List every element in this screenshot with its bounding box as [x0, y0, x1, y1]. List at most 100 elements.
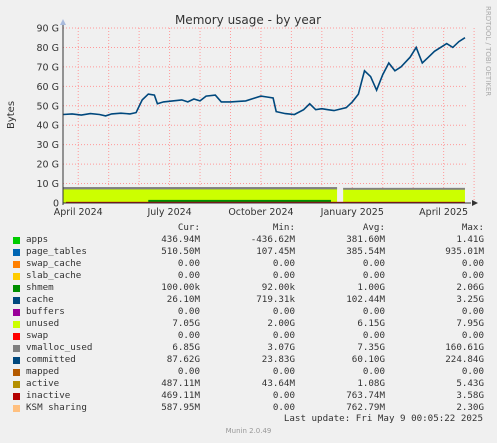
- legend-min: 0.00: [272, 390, 295, 401]
- legend-row: active 487.11M 43.64M 1.08G 5.43G: [0, 378, 497, 390]
- legend-cur: 0.00: [177, 258, 200, 269]
- committed-series-line: [62, 37, 466, 117]
- legend-avg: 0.00: [362, 270, 385, 281]
- legend-swatch: [13, 333, 20, 340]
- y-tick-label: 30 G: [37, 140, 59, 151]
- legend-swatch: [13, 321, 20, 328]
- legend-name: KSM sharing: [26, 402, 87, 413]
- legend-cur: 0.00: [177, 330, 200, 341]
- legend-cur: 87.62G: [166, 354, 200, 365]
- legend-cur: 436.94M: [161, 234, 200, 245]
- legend-row: slab_cache 0.00 0.00 0.00 0.00: [0, 270, 497, 282]
- legend-min: 92.00k: [261, 282, 295, 293]
- legend-max: 3.25G: [456, 294, 484, 305]
- y-tick-label: 70 G: [37, 62, 59, 73]
- unused-area: [343, 188, 465, 203]
- legend-name: page_tables: [26, 246, 87, 257]
- legend-max: 935.01M: [445, 246, 484, 257]
- x-axis-arrow: [472, 200, 478, 206]
- legend-avg: 0.00: [362, 330, 385, 341]
- unused-area: [63, 187, 338, 203]
- y-tick-label: 0: [53, 199, 59, 210]
- legend-avg: 60.10G: [351, 354, 385, 365]
- legend-avg: 1.00G: [357, 282, 385, 293]
- legend-max: 0.00: [461, 306, 484, 317]
- legend-swatch: [13, 249, 20, 256]
- legend-avg: 0.00: [362, 306, 385, 317]
- y-axis-label: Bytes: [6, 101, 17, 129]
- legend-name: swap_cache: [26, 258, 82, 269]
- legend-row: KSM sharing 587.95M 0.00 762.79M 2.30G: [0, 402, 497, 414]
- legend-cur: 6.85G: [172, 342, 200, 353]
- legend-row: committed 87.62G 23.83G 60.10G 224.84G: [0, 354, 497, 366]
- legend-avg: 102.44M: [346, 294, 385, 305]
- legend-cur: 469.11M: [161, 390, 200, 401]
- legend-min: 0.00: [272, 258, 295, 269]
- legend-swatch: [13, 393, 20, 400]
- legend-max: 224.84G: [445, 354, 484, 365]
- legend-cur: 0.00: [177, 366, 200, 377]
- legend-row: swap 0.00 0.00 0.00 0.00: [0, 330, 497, 342]
- legend-name: committed: [26, 354, 76, 365]
- chart-area: Memory usage - by year Bytes RRDTOOL / T…: [6, 6, 492, 218]
- legend-min: -436.62M: [250, 234, 295, 245]
- y-tick-label: 10 G: [37, 179, 59, 190]
- legend-name: swap: [26, 330, 49, 341]
- legend-max: 3.58G: [456, 390, 484, 401]
- legend-min: 719.31k: [256, 294, 295, 305]
- legend-min: 0.00: [272, 366, 295, 377]
- legend-avg: 0.00: [362, 366, 385, 377]
- header-min: Min:: [272, 222, 295, 233]
- y-tick-label: 50 G: [37, 101, 59, 112]
- legend-avg: 7.35G: [357, 342, 385, 353]
- legend-min: 0.00: [272, 270, 295, 281]
- munin-version: Munin 2.0.49: [225, 427, 272, 435]
- legend-avg: 381.60M: [346, 234, 385, 245]
- legend-row: inactive 469.11M 0.00 763.74M 3.58G: [0, 390, 497, 402]
- legend-avg: 762.79M: [346, 402, 385, 413]
- legend-min: 23.83G: [261, 354, 295, 365]
- legend-cur: 100.00k: [161, 282, 200, 293]
- legend-cur: 510.50M: [161, 246, 200, 257]
- side-label: RRDTOOL / TOBI OETIKER: [484, 6, 492, 96]
- legend-name: slab_cache: [26, 270, 82, 281]
- x-tick-label: April 2024: [54, 207, 103, 218]
- grid: [63, 27, 475, 204]
- legend-max: 160.61G: [445, 342, 484, 353]
- chart-title: Memory usage - by year: [175, 13, 321, 27]
- legend-max: 5.43G: [456, 378, 484, 389]
- legend-name: unused: [26, 318, 60, 329]
- legend-swatch: [13, 357, 20, 364]
- legend-avg: 0.00: [362, 258, 385, 269]
- y-tick-label: 80 G: [37, 43, 59, 54]
- legend-row: buffers 0.00 0.00 0.00 0.00: [0, 306, 497, 318]
- legend-max: 2.30G: [456, 402, 484, 413]
- legend-max: 0.00: [461, 330, 484, 341]
- legend-swatch: [13, 405, 20, 412]
- legend-min: 107.45M: [256, 246, 295, 257]
- legend-row: page_tables 510.50M 107.45M 385.54M 935.01M: [0, 246, 497, 258]
- legend-cur: 7.05G: [172, 318, 200, 329]
- legend-min: 0.00: [272, 402, 295, 413]
- legend-name: vmalloc_used: [26, 342, 93, 353]
- legend-swatch: [13, 237, 20, 244]
- x-tick-label: October 2024: [228, 207, 293, 218]
- legend-max: 0.00: [461, 258, 484, 269]
- legend-swatch: [13, 273, 20, 280]
- x-ticks: April 2024 July 2024 October 2024 January 2…: [54, 207, 468, 218]
- legend-avg: 385.54M: [346, 246, 385, 257]
- legend-row: cache 26.10M 719.31k 102.44M 3.25G: [0, 294, 497, 306]
- vmalloc-area: [343, 187, 465, 190]
- inactive-area: [66, 201, 465, 203]
- y-tick-label: 40 G: [37, 121, 59, 132]
- legend-swatch: [13, 369, 20, 376]
- legend-header: Cur: Min: Avg: Max:: [0, 222, 497, 234]
- legend-name: apps: [26, 234, 49, 245]
- legend-min: 0.00: [272, 306, 295, 317]
- shmem-area: [148, 199, 331, 203]
- x-tick-label: April 2025: [419, 207, 468, 218]
- header-cur: Cur:: [177, 222, 200, 233]
- legend-row: mapped 0.00 0.00 0.00 0.00: [0, 366, 497, 378]
- legend-avg: 763.74M: [346, 390, 385, 401]
- bottom-stack: [63, 187, 465, 203]
